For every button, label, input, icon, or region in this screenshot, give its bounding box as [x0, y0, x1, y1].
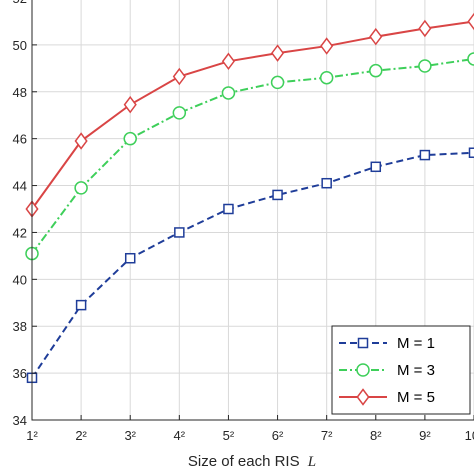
x-tick-label: 8²	[370, 428, 382, 443]
data-point-m5	[270, 44, 285, 62]
legend-label: M = 3	[397, 362, 435, 379]
data-point-m3	[369, 63, 383, 78]
data-point-m3	[74, 181, 88, 195]
y-tick-label: 46	[13, 132, 27, 147]
data-point-m1	[124, 252, 136, 264]
data-point-m1	[174, 227, 185, 238]
x-tick-label: 7²	[321, 428, 333, 443]
y-tick-label: 42	[13, 225, 27, 240]
legend-label: M = 1	[397, 335, 435, 352]
legend-label: M = 5	[397, 389, 435, 406]
legend: M = 1 M = 3 M = 5	[331, 325, 471, 415]
data-point-m5	[418, 19, 432, 38]
data-point-m5	[172, 67, 186, 86]
data-point-m1	[321, 177, 332, 189]
legend-entry-m5: M = 5	[339, 388, 435, 406]
x-axis-label-variable: L	[307, 454, 316, 470]
series-line-m3	[31, 57, 474, 255]
data-point-m3	[467, 52, 474, 66]
series-m3	[25, 52, 474, 261]
x-tick-label: 5²	[223, 428, 235, 443]
y-tick-label: 38	[13, 319, 27, 334]
data-point-m3	[270, 75, 285, 90]
data-point-m5	[221, 52, 236, 71]
series-line-m1	[31, 151, 474, 379]
legend-swatch-marker	[356, 388, 370, 406]
x-tick-label: 10²	[465, 428, 474, 443]
data-point-m5	[320, 37, 334, 55]
data-point-m1	[223, 203, 234, 215]
grid	[31, 0, 474, 421]
x-tick-label: 9²	[419, 428, 431, 443]
y-tick-label: 36	[13, 366, 27, 381]
data-point-m5	[467, 12, 474, 31]
y-tick-label: 50	[13, 38, 27, 53]
series-line-m5	[31, 20, 474, 210]
data-point-m5	[74, 132, 88, 150]
legend-entry-m3: M = 3	[339, 362, 435, 379]
data-point-m3	[221, 86, 236, 100]
data-point-m1	[370, 161, 382, 173]
data-point-m1	[468, 147, 474, 158]
legend-swatch-marker	[356, 363, 370, 377]
data-point-m3	[123, 131, 137, 146]
data-point-m1	[75, 299, 87, 311]
series-m1	[26, 147, 474, 384]
data-point-m3	[418, 59, 432, 73]
plot-frame	[31, 0, 474, 421]
x-tick-label: 6²	[272, 428, 284, 443]
x-tick-label: 3²	[124, 428, 136, 443]
legend-swatch-marker	[357, 337, 369, 349]
y-tick-label: 44	[13, 179, 27, 194]
data-point-m5	[123, 95, 137, 114]
data-point-m1	[272, 189, 283, 201]
y-tick-label: 40	[13, 272, 27, 287]
x-tick-label: 1²	[26, 428, 38, 443]
x-axis-label-text: Size of each RIS	[188, 453, 300, 470]
y-tick-label: 52	[13, 0, 27, 6]
y-tick-label: 34	[13, 413, 27, 428]
legend-entry-m1: M = 1	[339, 335, 435, 352]
y-tick-label: 48	[13, 85, 27, 100]
ticks: 1² 2² 3² 4² 5² 6² 7² 8² 9² 10² 34 36 38 40 42 44 46 48 50 5…	[13, 0, 474, 443]
x-tick-label: 4²	[174, 428, 186, 443]
x-tick-label: 2²	[75, 428, 87, 443]
series-layer	[25, 12, 474, 384]
data-point-m1	[419, 149, 431, 161]
data-point-m3	[172, 106, 187, 120]
x-axis-label: Size of each RIS L	[188, 453, 316, 470]
series-m5	[25, 12, 474, 218]
data-point-m5	[369, 27, 383, 46]
data-point-m3	[319, 70, 334, 85]
